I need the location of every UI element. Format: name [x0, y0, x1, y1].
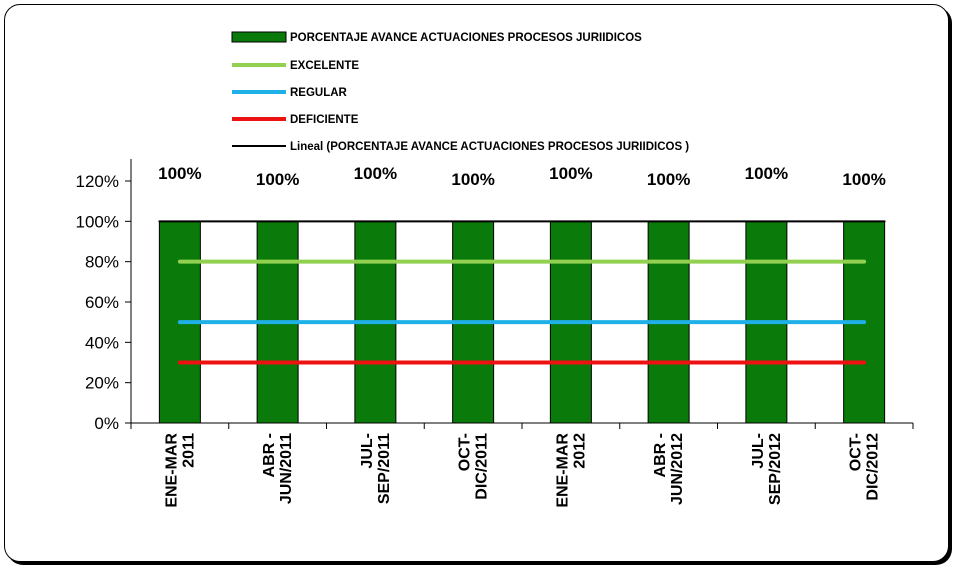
data-label: 100% [158, 164, 201, 183]
x-tick-label: ENE-MAR2012 [554, 433, 588, 508]
y-tick-label: 0% [94, 414, 119, 433]
y-axis: 0% 20% 40% 60% 80% 100% 120% [76, 159, 132, 433]
x-tick-label-line: DIC/2012 [865, 433, 882, 501]
series-lines [158, 220, 886, 365]
y-tick-label: 20% [85, 374, 119, 393]
legend-label: Lineal (PORCENTAJE AVANCE ACTUACIONES PR… [290, 141, 689, 153]
data-labels: 100% 100% 100% 100% 100% 100% 100% 100% [158, 164, 886, 189]
data-label: 100% [549, 164, 592, 183]
x-axis: ENE-MAR2011 ABR -JUN/2011 JUL-SEP/2011 OCT-… [130, 422, 914, 508]
x-tick-label: ENE-MAR2011 [163, 433, 197, 508]
y-tick-label: 120% [76, 172, 119, 191]
y-tick-label: 100% [76, 212, 119, 231]
x-tick-label: ABR -JUN/2012 [652, 433, 686, 505]
x-tick-label: JUL-SEP/2011 [359, 433, 393, 504]
x-tick-label-line: 2011 [180, 433, 197, 468]
legend-label: REGULAR [290, 87, 348, 99]
x-tick-label-line: JUN/2011 [278, 433, 295, 504]
x-tick-label-line: ABR - [261, 433, 278, 477]
x-tick-label-line: DIC/2011 [474, 433, 491, 500]
x-tick-label-line: ENE-MAR [554, 433, 571, 508]
x-tick-label-line: SEP/2011 [376, 433, 393, 504]
legend: PORCENTAJE AVANCE ACTUACIONES PROCESOS J… [231, 31, 689, 153]
x-tick-label: OCT-DIC/2012 [848, 433, 882, 501]
x-tick-label-line: ABR - [652, 433, 669, 477]
x-tick-label-line: 2012 [571, 433, 588, 469]
data-label: 100% [745, 164, 788, 183]
x-tick-label: OCT-DIC/2011 [457, 433, 491, 500]
x-tick-label-line: SEP/2012 [767, 433, 784, 505]
data-label: 100% [451, 170, 494, 189]
x-tick-label-line: JUN/2012 [669, 433, 686, 505]
legend-label: EXCELENTE [290, 60, 359, 72]
y-tick-label: 80% [85, 253, 119, 272]
data-label: 100% [354, 164, 397, 183]
data-label: 100% [842, 170, 885, 189]
x-tick-label: ABR -JUN/2011 [261, 433, 295, 504]
data-label: 100% [256, 170, 299, 189]
x-tick-label-line: OCT- [848, 433, 865, 471]
x-tick-label-line: OCT- [457, 433, 474, 471]
x-tick-label-line: JUL- [359, 433, 376, 469]
x-tick-label-line: JUL- [750, 433, 767, 469]
data-label: 100% [647, 170, 690, 189]
y-tick-label: 40% [85, 333, 119, 352]
legend-label: DEFICIENTE [290, 114, 359, 126]
legend-swatch-bar [231, 31, 287, 43]
legend-label: PORCENTAJE AVANCE ACTUACIONES PROCESOS J… [290, 32, 642, 44]
x-tick-label: JUL-SEP/2012 [750, 433, 784, 505]
y-tick-label: 60% [85, 293, 119, 312]
x-tick-label-line: ENE-MAR [163, 433, 180, 508]
